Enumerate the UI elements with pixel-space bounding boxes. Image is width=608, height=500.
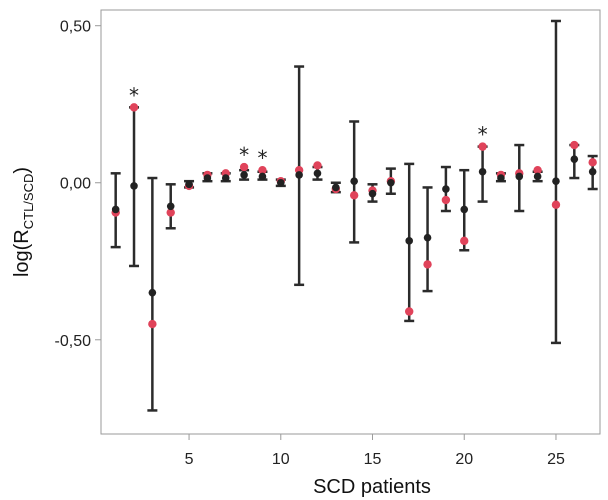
mean-point xyxy=(111,205,120,214)
mean-point xyxy=(552,177,560,185)
significance-asterisk: * xyxy=(239,143,249,167)
mean-point xyxy=(148,288,157,297)
mean-point xyxy=(570,155,579,163)
mean-point xyxy=(166,202,175,211)
observed-point xyxy=(478,142,487,151)
mean-point xyxy=(350,177,358,185)
y-tick-label: 0,00 xyxy=(60,176,91,193)
mean-point xyxy=(588,167,597,176)
mean-point xyxy=(295,171,303,179)
y-axis-title: log(RCTL/SCD) xyxy=(11,167,36,277)
x-tick-label: 10 xyxy=(272,451,290,468)
mean-point xyxy=(185,180,193,189)
observed-point xyxy=(239,162,249,172)
observed-point xyxy=(148,319,157,329)
significance-asterisk: * xyxy=(478,123,488,147)
observed-point xyxy=(570,140,579,150)
mean-point xyxy=(387,178,395,187)
observed-point xyxy=(551,200,561,209)
mean-point xyxy=(240,171,248,179)
x-axis: 5 10 15 20 25 xyxy=(185,434,565,468)
mean-point xyxy=(203,174,212,182)
mean-point xyxy=(497,174,505,182)
y-axis: 0,50 0,00 -0,50 xyxy=(55,19,101,350)
significance-annotations: * * * * xyxy=(129,83,488,170)
observed-point xyxy=(258,165,267,175)
mean-point xyxy=(423,233,432,242)
y-tick-label: -0,50 xyxy=(55,333,92,350)
observed-point xyxy=(460,236,469,246)
x-tick-label: 15 xyxy=(364,451,382,468)
mean-point xyxy=(313,169,322,178)
mean-point xyxy=(460,205,469,214)
x-tick-label: 20 xyxy=(455,451,473,468)
significance-asterisk: * xyxy=(257,146,267,170)
observed-point xyxy=(349,191,359,200)
mean-point xyxy=(442,185,450,193)
observed-point xyxy=(166,208,175,217)
mean-point xyxy=(533,172,542,181)
observed-point xyxy=(423,260,432,269)
observed-point xyxy=(588,158,597,167)
observed-point xyxy=(441,195,451,205)
mean-point xyxy=(221,174,230,182)
observed-point xyxy=(533,165,542,175)
x-tick-label: 25 xyxy=(547,451,565,468)
mean-point xyxy=(258,172,267,181)
mean-point xyxy=(130,182,138,190)
y-tick-label: 0,50 xyxy=(60,19,91,36)
x-tick-label: 5 xyxy=(185,451,194,468)
observed-points xyxy=(111,103,597,329)
mean-point xyxy=(332,183,340,192)
y-axis-title-suffix: ) xyxy=(11,167,33,174)
mean-point xyxy=(405,237,414,245)
y-axis-title-prefix: log(R xyxy=(11,229,33,277)
mean-points xyxy=(111,155,597,297)
error-bars xyxy=(110,19,598,412)
mean-point xyxy=(368,189,377,198)
mean-point xyxy=(276,178,285,187)
observed-point xyxy=(313,161,322,170)
y-axis-title-subscript: CTL/SCD xyxy=(21,174,36,230)
observed-point xyxy=(405,307,414,316)
mean-point xyxy=(515,172,524,181)
plot-frame xyxy=(100,9,601,435)
observed-point xyxy=(129,103,139,112)
x-axis-title: SCD patients xyxy=(313,476,431,498)
significance-asterisk: * xyxy=(129,83,139,107)
mean-point xyxy=(478,167,487,176)
